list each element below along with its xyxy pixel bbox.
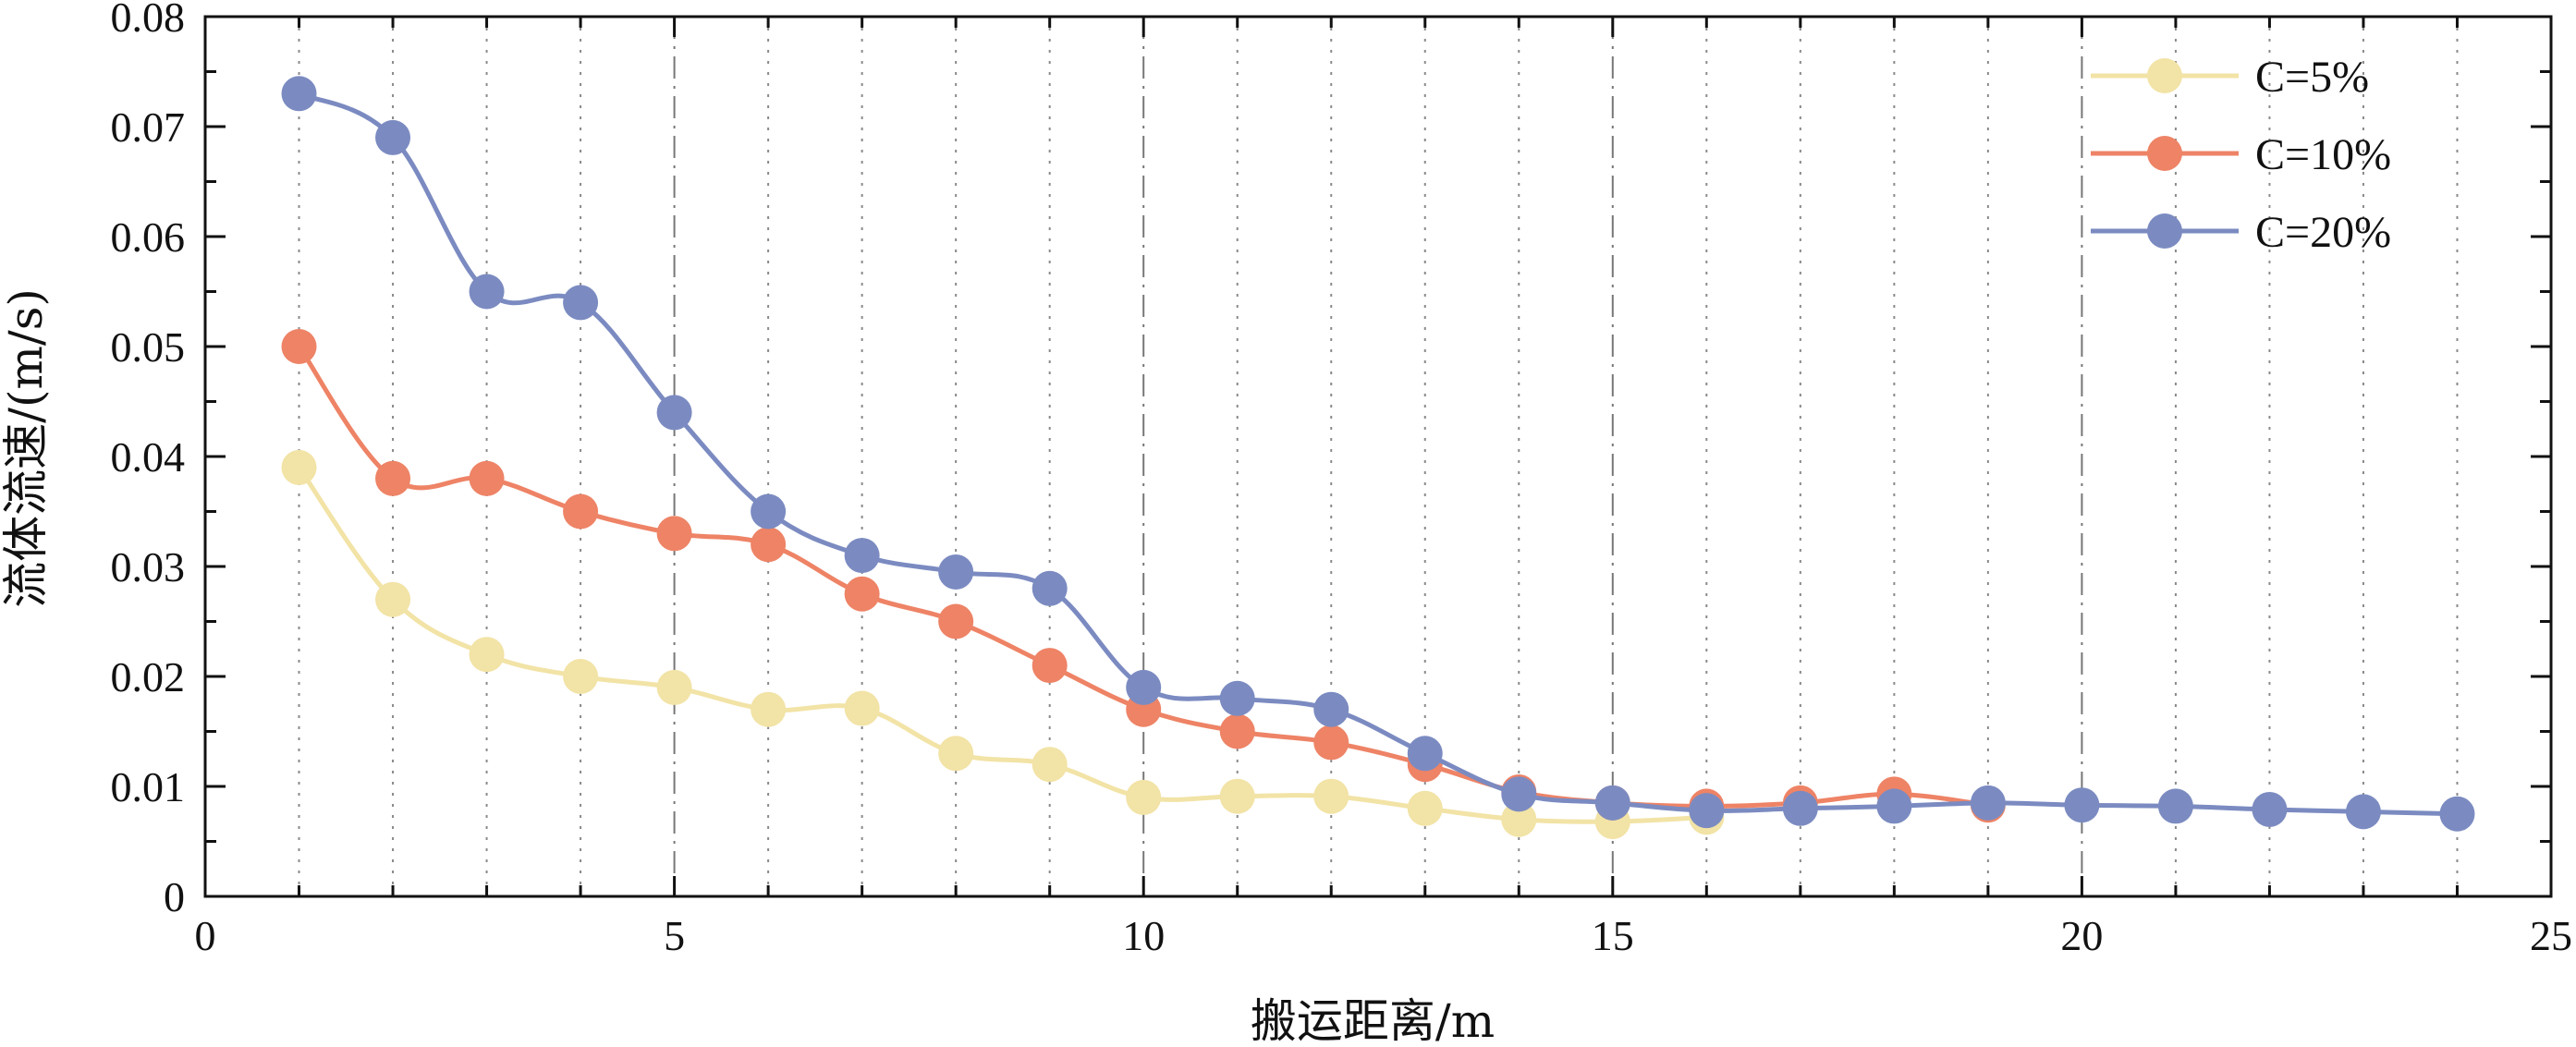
legend-marker	[2147, 136, 2182, 171]
data-point-c20	[751, 493, 787, 530]
data-point-c5	[1219, 778, 1255, 814]
x-tick-label: 0	[195, 912, 216, 959]
plot-frame	[203, 15, 2553, 898]
y-tick-label: 0.08	[111, 0, 186, 41]
series-line-c20	[297, 91, 2460, 817]
data-point-c10	[469, 460, 505, 496]
y-tick-label: 0.02	[111, 653, 186, 700]
x-tick-label: 25	[2530, 912, 2572, 959]
y-tick-label: 0.05	[111, 323, 186, 371]
data-point-c20	[2345, 794, 2381, 830]
y-tick-label: 0	[164, 873, 185, 920]
data-point-c5	[751, 691, 787, 727]
data-point-c5	[563, 659, 599, 694]
y-tick-label: 0.03	[111, 543, 186, 590]
x-tick-label: 5	[664, 912, 685, 959]
legend-item-c20: C=20%	[2091, 208, 2391, 257]
data-point-c10	[375, 460, 411, 496]
legend-label: C=10%	[2255, 130, 2391, 179]
data-point-c5	[1501, 801, 1537, 837]
series-c20	[281, 76, 2475, 832]
data-point-c5	[1032, 747, 1068, 783]
data-point-c5	[469, 637, 505, 673]
data-point-c20	[281, 76, 317, 112]
grid-layer	[298, 17, 2459, 896]
data-point-c20	[1970, 785, 2006, 821]
x-tick-label: 15	[1592, 912, 1634, 959]
data-point-c10	[1219, 713, 1255, 749]
data-point-c10	[1313, 724, 1349, 761]
data-point-c20	[563, 285, 599, 321]
data-point-c5	[1407, 790, 1443, 826]
data-point-c20	[1689, 793, 1725, 829]
legend-label: C=20%	[2255, 208, 2391, 257]
data-point-c20	[1594, 785, 1630, 821]
data-point-c20	[1782, 790, 1818, 826]
data-point-c5	[656, 669, 692, 705]
data-point-c10	[844, 576, 880, 612]
data-point-c5	[938, 736, 974, 772]
legend: C=5% C=10% C=20%	[2091, 53, 2391, 257]
y-tick-label: 0.01	[111, 763, 186, 810]
legend-item-c5: C=5%	[2091, 53, 2369, 102]
x-tick-label: 10	[1122, 912, 1165, 959]
axes-layer: 0 5 10 15 20 25 0 0.01 0.02 0.03 0.04 0.05 0.06 0.07 0…	[111, 0, 2573, 959]
data-point-c20	[656, 395, 692, 431]
data-point-c20	[1313, 691, 1349, 727]
data-point-c5	[844, 690, 880, 726]
series-line-c5	[297, 465, 1709, 824]
data-point-c20	[1219, 680, 1255, 716]
legend-label: C=5%	[2255, 53, 2369, 102]
data-point-c20	[2157, 788, 2193, 824]
legend-marker	[2147, 213, 2182, 249]
data-point-c10	[751, 527, 787, 563]
data-point-c20	[1126, 669, 1162, 705]
x-tick-label: 20	[2060, 912, 2103, 959]
y-tick-label: 0.06	[111, 213, 186, 261]
data-point-c20	[1407, 736, 1443, 772]
data-point-c10	[656, 516, 692, 552]
data-point-c20	[375, 119, 411, 155]
data-point-c5	[1126, 779, 1162, 815]
y-axis-title: 流体流速/(m/s)	[0, 288, 53, 608]
data-point-c20	[2439, 796, 2475, 832]
data-point-c20	[938, 554, 974, 590]
data-point-c20	[469, 274, 505, 310]
data-point-c20	[1876, 788, 1912, 824]
y-tick-label: 0.04	[111, 433, 186, 481]
series-layer	[281, 76, 2475, 840]
data-point-c10	[1032, 648, 1068, 684]
data-point-c5	[281, 449, 317, 485]
data-point-c20	[1032, 570, 1068, 606]
data-point-c5	[1313, 778, 1349, 814]
data-point-c20	[2064, 787, 2100, 823]
data-point-c20	[2252, 791, 2288, 827]
data-point-c5	[375, 581, 411, 617]
legend-item-c10: C=10%	[2091, 130, 2391, 179]
legend-marker	[2147, 58, 2182, 93]
x-axis-title: 搬运距离/m	[1251, 994, 1495, 1047]
data-point-c20	[844, 538, 880, 574]
data-point-c10	[563, 493, 599, 530]
data-point-c20	[1501, 776, 1537, 812]
data-point-c10	[938, 603, 974, 639]
data-point-c10	[281, 329, 317, 364]
y-tick-label: 0.07	[111, 103, 186, 151]
series-c5	[281, 449, 1725, 840]
